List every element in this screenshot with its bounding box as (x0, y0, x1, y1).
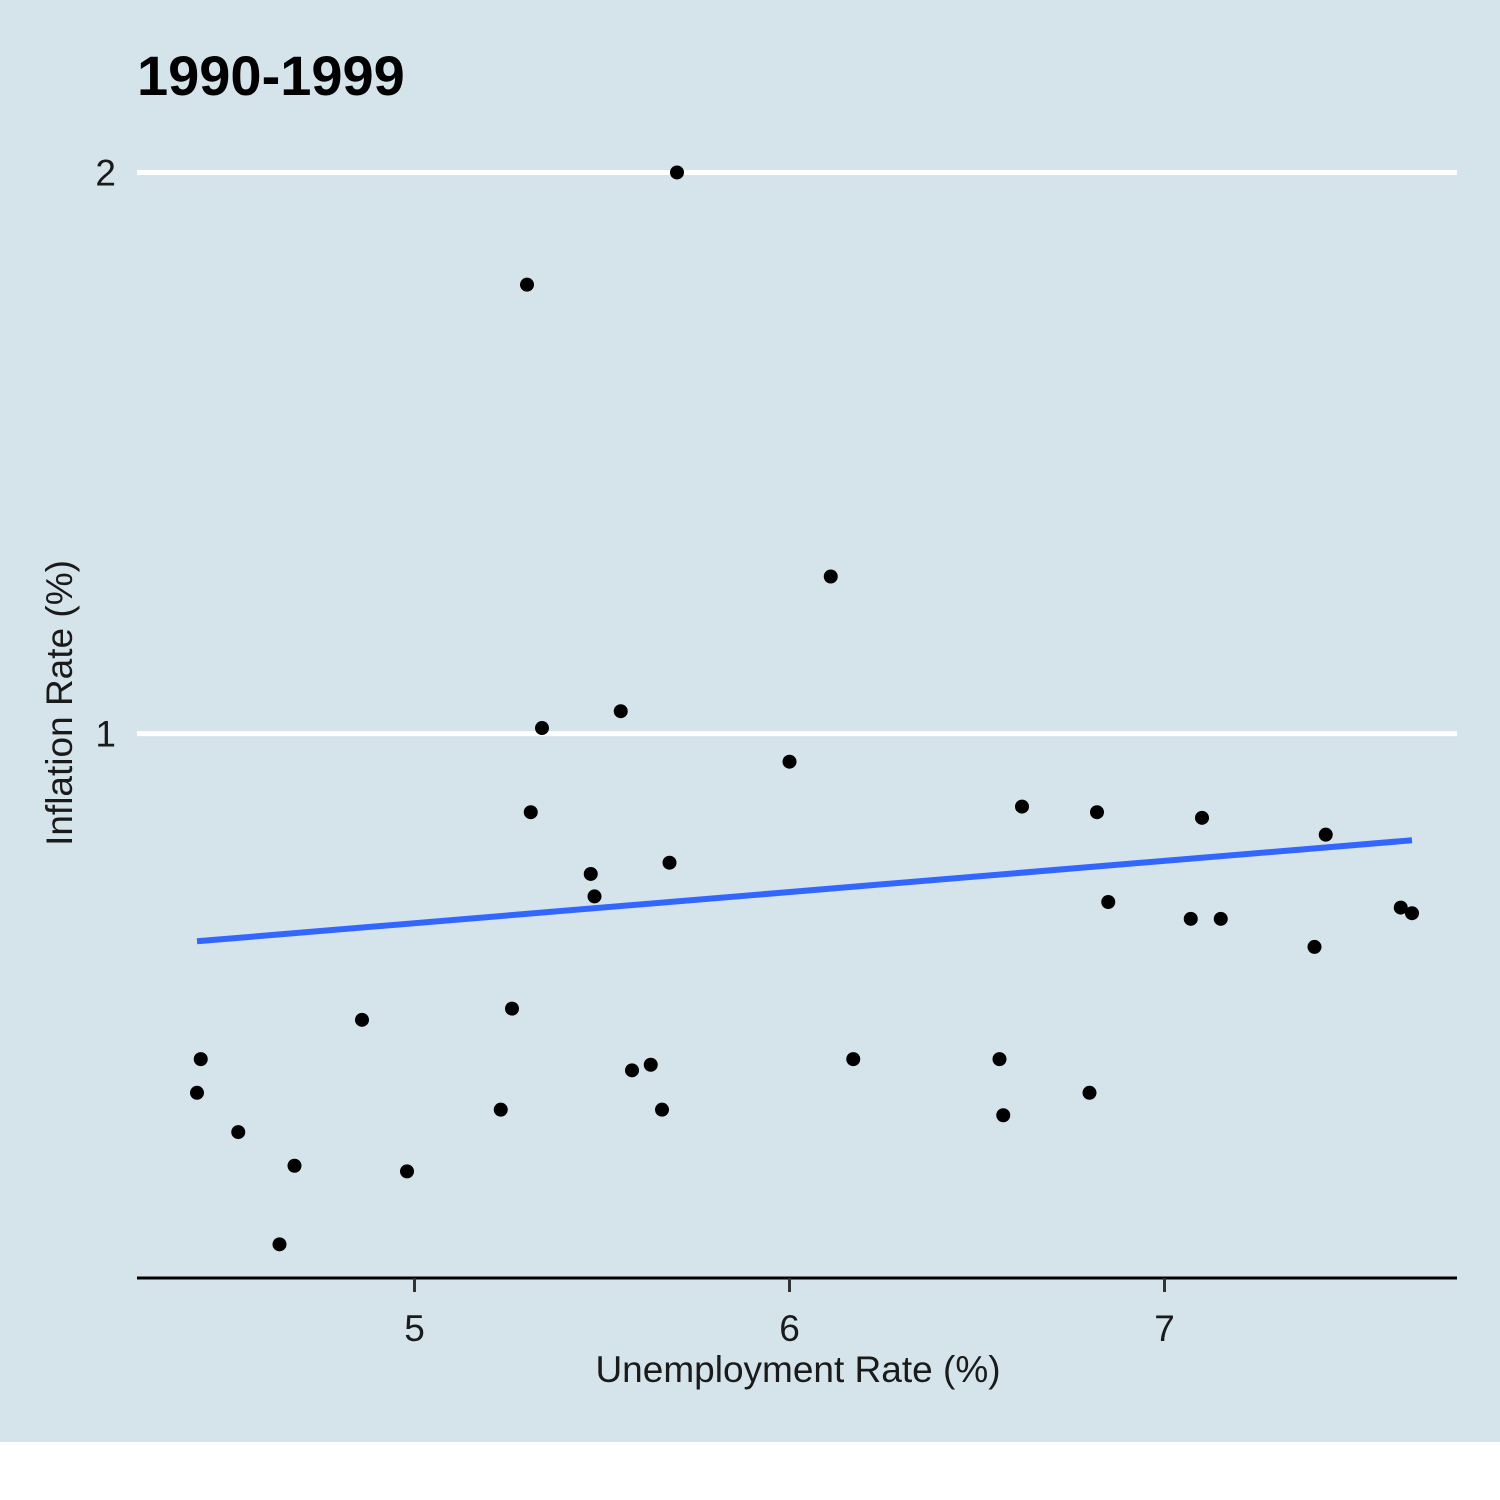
data-point (287, 1158, 302, 1173)
x-axis-label: Unemployment Rate (%) (595, 1349, 1000, 1390)
gridlines (137, 169, 1457, 737)
data-point (1393, 900, 1408, 915)
data-point (613, 704, 628, 719)
data-point (1195, 810, 1209, 825)
data-point (520, 277, 534, 292)
data-point (1082, 1085, 1097, 1100)
data-point (823, 569, 838, 584)
data-point (193, 1052, 208, 1067)
data-point (782, 754, 797, 769)
y-axis-label: Inflation Rate (%) (39, 560, 80, 846)
data-point (190, 1085, 204, 1100)
x-tick-label: 6 (779, 1308, 800, 1349)
data-point (1090, 805, 1104, 820)
trend-line-group (196, 837, 1413, 945)
data-point (1318, 827, 1333, 842)
chart-title: 1990-1999 (137, 44, 405, 107)
trend-line (196, 837, 1413, 945)
data-point (1307, 939, 1322, 954)
plot-background (0, 0, 1500, 1442)
data-point (1101, 895, 1116, 909)
data-point (1015, 799, 1029, 814)
x-tick-label: 5 (404, 1308, 425, 1349)
x-axis: 5 6 7 (137, 1276, 1457, 1349)
y-tick-label: 2 (95, 152, 116, 193)
data-point (535, 721, 549, 736)
y-tick-label: 1 (95, 714, 116, 755)
data-point (272, 1237, 287, 1252)
data-point (493, 1102, 508, 1117)
data-point (583, 866, 598, 881)
data-point (505, 1001, 519, 1016)
data-point (643, 1057, 658, 1072)
data-point (846, 1052, 861, 1067)
data-point (1183, 911, 1198, 926)
data-point (400, 1164, 414, 1179)
data-point (996, 1108, 1011, 1123)
data-point (523, 805, 538, 820)
data-point (662, 855, 677, 870)
y-axis-ticks: 12 (95, 152, 116, 754)
data-point (355, 1012, 369, 1027)
data-point (1405, 906, 1419, 921)
data-point (655, 1102, 669, 1117)
data-point (231, 1125, 246, 1140)
data-point (625, 1063, 639, 1078)
data-points (190, 165, 1419, 1252)
data-point (670, 165, 684, 180)
data-point (992, 1052, 1007, 1067)
data-point (587, 889, 602, 904)
data-point (1213, 911, 1228, 926)
x-tick-label: 7 (1154, 1308, 1175, 1349)
